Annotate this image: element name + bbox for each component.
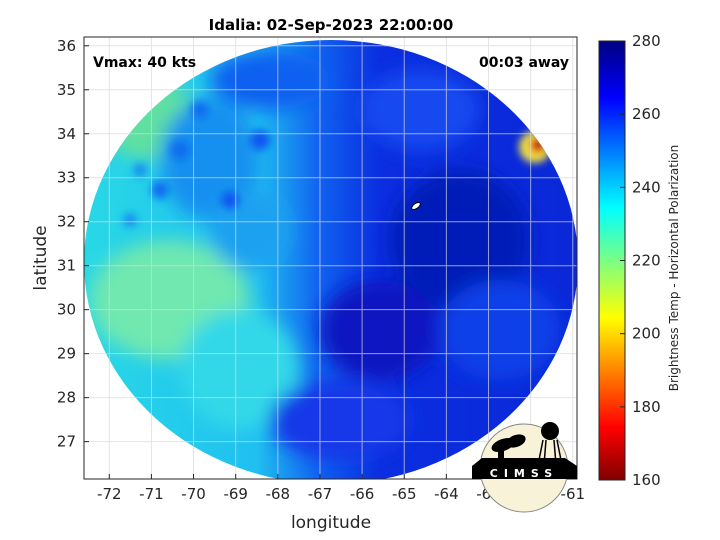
- logo-text: CIMSS: [490, 467, 558, 480]
- y-tick-label: 36: [57, 37, 76, 55]
- vmax-annotation: Vmax: 40 kts: [93, 55, 196, 71]
- colorbar-tick-label: 280: [632, 32, 661, 50]
- y-tick-label: 34: [57, 125, 76, 143]
- x-axis-label: longitude: [291, 513, 371, 533]
- x-tick-label: -72: [97, 485, 122, 503]
- y-tick-label: 32: [57, 213, 76, 231]
- chart-title: Idalia: 02-Sep-2023 22:00:00: [209, 16, 454, 34]
- y-tick-label: 33: [57, 169, 76, 187]
- time-away-annotation: 00:03 away: [479, 55, 569, 71]
- y-tick-label: 30: [57, 301, 76, 319]
- colorbar-tick-label: 200: [632, 325, 661, 343]
- x-tick-label: -61: [561, 485, 586, 503]
- x-tick-label: -64: [434, 485, 459, 503]
- cimss-logo: CIMSS: [472, 422, 577, 513]
- colorbar-tick-label: 240: [632, 178, 661, 196]
- x-tick-label: -71: [139, 485, 164, 503]
- x-tick-label: -67: [308, 485, 333, 503]
- colorbar-tick-label: 160: [632, 471, 661, 489]
- y-tick-label: 27: [57, 433, 76, 451]
- storm-center-marker: [411, 201, 421, 211]
- colorbar-tick-label: 220: [632, 252, 661, 270]
- y-tick-label: 31: [57, 257, 76, 275]
- axes-box: [83, 36, 578, 480]
- y-tick-label: 28: [57, 389, 76, 407]
- x-tick-label: -66: [350, 485, 375, 503]
- x-tick-label: -65: [392, 485, 417, 503]
- brightness-temp-field: [84, 40, 577, 479]
- x-tick-label: -69: [223, 485, 248, 503]
- x-tick-label: -70: [181, 485, 206, 503]
- y-tick-label: 35: [57, 81, 76, 99]
- x-tick-label: -68: [266, 485, 291, 503]
- y-tick-label: 29: [57, 345, 76, 363]
- y-axis-label: latitude: [31, 225, 51, 290]
- colorbar-tick-label: 260: [632, 105, 661, 123]
- colorbar-label: Brightness Temp - Horizontal Polarizatio…: [667, 145, 681, 392]
- colorbar-tick-label: 180: [632, 398, 661, 416]
